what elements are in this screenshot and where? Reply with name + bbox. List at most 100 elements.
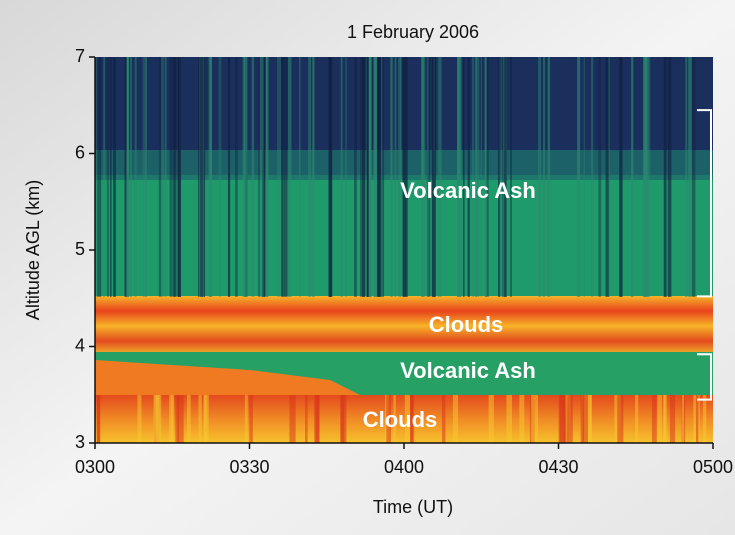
streak bbox=[299, 57, 300, 297]
streak bbox=[107, 57, 109, 297]
streak bbox=[382, 57, 384, 297]
page: 1 February 2006 Time (UT) Altitude AGL (… bbox=[0, 0, 735, 535]
streak bbox=[260, 57, 264, 297]
streak bbox=[170, 57, 172, 297]
streak bbox=[543, 57, 545, 297]
streak bbox=[209, 57, 212, 297]
streak bbox=[631, 57, 633, 297]
streak bbox=[591, 57, 593, 297]
streak bbox=[228, 57, 230, 297]
streak bbox=[598, 57, 601, 297]
cloud-streak bbox=[682, 395, 684, 443]
cloud-streak bbox=[198, 395, 201, 443]
y-tick-label: 5 bbox=[75, 239, 85, 259]
streak bbox=[664, 57, 667, 297]
streak bbox=[341, 57, 343, 297]
x-tick-label: 0300 bbox=[75, 457, 115, 477]
streak bbox=[606, 57, 609, 297]
streak bbox=[174, 57, 177, 297]
streak bbox=[548, 57, 550, 297]
cloud-streak bbox=[531, 395, 538, 443]
cloud-streak bbox=[617, 395, 623, 443]
x-tick-label: 0330 bbox=[229, 457, 269, 477]
cloud-streak bbox=[245, 395, 248, 443]
streak bbox=[198, 57, 199, 297]
streak bbox=[668, 57, 672, 297]
cloud-streak bbox=[519, 395, 524, 443]
x-tick-label: 0400 bbox=[384, 457, 424, 477]
streak bbox=[235, 57, 238, 297]
cloud-streak bbox=[453, 395, 458, 443]
cloud-streak bbox=[442, 395, 445, 443]
cloud-streak bbox=[137, 395, 141, 443]
streak bbox=[330, 57, 331, 297]
lidar-image bbox=[95, 57, 713, 443]
streak bbox=[685, 57, 687, 297]
streak bbox=[219, 57, 222, 297]
cloud-streak bbox=[289, 395, 295, 443]
streak bbox=[110, 57, 111, 297]
streak bbox=[308, 57, 311, 297]
chart: 1 February 2006 Time (UT) Altitude AGL (… bbox=[0, 0, 735, 535]
streak bbox=[367, 57, 368, 297]
cloud-streak bbox=[305, 395, 308, 443]
annotation: Volcanic Ash bbox=[400, 358, 536, 383]
streak bbox=[312, 57, 314, 297]
annotation: Volcanic Ash bbox=[400, 178, 536, 203]
cloud-streak bbox=[506, 395, 512, 443]
streak bbox=[200, 57, 203, 297]
cloud-streak bbox=[567, 395, 573, 443]
streak bbox=[266, 57, 269, 297]
streak bbox=[395, 57, 397, 297]
x-tick-label: 0500 bbox=[693, 457, 733, 477]
streak bbox=[258, 57, 260, 297]
cloud-streak bbox=[97, 395, 100, 443]
cloud-streak bbox=[187, 395, 191, 443]
streak bbox=[244, 57, 248, 297]
cloud-streak bbox=[178, 395, 184, 443]
streak bbox=[97, 57, 101, 297]
y-axis-label: Altitude AGL (km) bbox=[23, 180, 43, 320]
streak bbox=[145, 57, 146, 297]
streak bbox=[165, 57, 167, 297]
streak bbox=[619, 57, 622, 297]
streak bbox=[113, 57, 116, 297]
cloud-streak bbox=[341, 395, 344, 443]
streak bbox=[252, 57, 254, 297]
annotation: Clouds bbox=[429, 312, 504, 337]
streak bbox=[360, 57, 363, 297]
cloud-streak bbox=[652, 395, 657, 443]
cloud-streak bbox=[156, 395, 162, 443]
streak bbox=[369, 57, 372, 297]
streak bbox=[281, 57, 283, 297]
streak bbox=[103, 57, 105, 297]
cloud-streak bbox=[589, 395, 592, 443]
streak bbox=[161, 57, 163, 297]
streak bbox=[124, 57, 126, 297]
y-tick-label: 7 bbox=[75, 46, 85, 66]
x-tick-label: 0430 bbox=[538, 457, 578, 477]
streak bbox=[390, 57, 392, 297]
streak bbox=[127, 57, 129, 297]
streak bbox=[373, 57, 377, 297]
cloud-streak bbox=[315, 395, 319, 443]
streak bbox=[178, 57, 179, 297]
chart-title: 1 February 2006 bbox=[347, 22, 479, 42]
streak bbox=[277, 57, 281, 297]
cloud-band bbox=[95, 296, 713, 356]
y-tick-label: 4 bbox=[75, 335, 85, 355]
streak bbox=[345, 57, 347, 297]
annotation: Clouds bbox=[363, 407, 438, 432]
streak bbox=[692, 57, 695, 297]
cloud-streak bbox=[664, 395, 667, 443]
streak bbox=[130, 57, 132, 297]
cloud-streak bbox=[489, 395, 494, 443]
y-tick-label: 3 bbox=[75, 432, 85, 452]
streak bbox=[689, 57, 692, 297]
cloud-streak bbox=[696, 395, 698, 443]
streak bbox=[288, 57, 291, 297]
cloud-streak bbox=[657, 395, 662, 443]
cloud-streak bbox=[703, 395, 706, 443]
cloud-streak bbox=[581, 395, 584, 443]
streak bbox=[159, 57, 161, 297]
